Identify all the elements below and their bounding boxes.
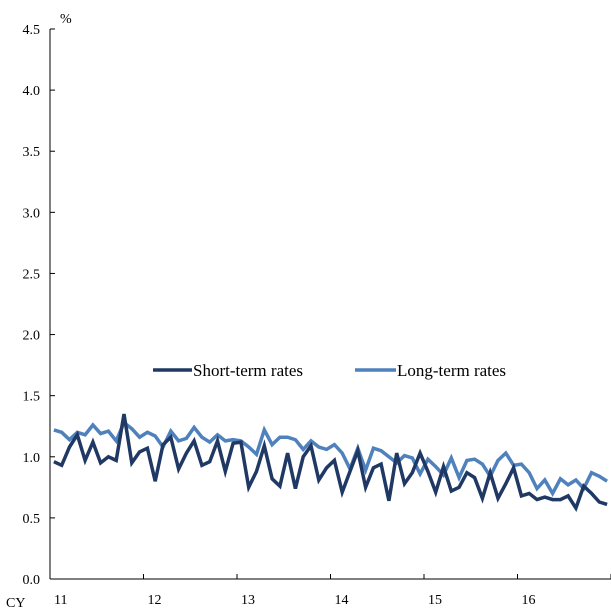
x-prefix-label: CY [6, 596, 25, 610]
y-tick-label: 3.5 [23, 145, 41, 160]
y-tick-label: 3.0 [23, 206, 41, 221]
y-axis-ticks: 0.0 0.5 1.0 1.5 2.0 2.5 3.0 3.5 4.0 4.5 [23, 23, 55, 588]
x-tick-label: 13 [241, 593, 255, 608]
short-term-rates-line [53, 413, 608, 513]
x-tick-label: 14 [335, 593, 349, 608]
y-tick-label: 1.5 [23, 390, 41, 405]
legend: Short-term rates Long-term rates [153, 361, 506, 380]
y-tick-label: 2.5 [23, 267, 41, 282]
y-tick-label: 0.0 [23, 573, 41, 588]
y-unit-label: % [60, 12, 72, 27]
y-tick-label: 2.0 [23, 329, 41, 344]
y-tick-label: 0.5 [23, 512, 41, 527]
legend-short-term-label: Short-term rates [193, 361, 303, 380]
x-tick-label: 11 [54, 593, 67, 608]
long-term-rates-line [53, 419, 609, 497]
x-axis-ticks: 11 12 13 14 15 16 [49, 574, 611, 608]
x-tick-label: 16 [522, 593, 536, 608]
x-tick-label: 15 [428, 593, 442, 608]
y-tick-label: 4.5 [23, 23, 41, 38]
y-tick-label: 4.0 [23, 84, 41, 99]
legend-long-term-label: Long-term rates [397, 361, 506, 380]
series-lines [53, 413, 609, 513]
x-tick-label: 12 [148, 593, 162, 608]
y-tick-label: 1.0 [23, 451, 41, 466]
